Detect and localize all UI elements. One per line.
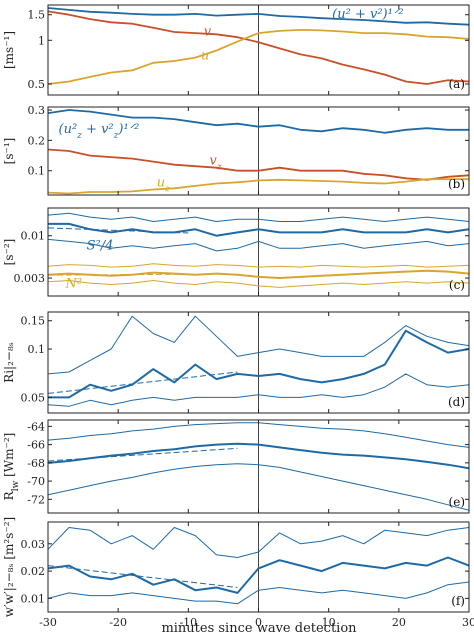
y-axis-label: w′w′|₂−₈ₛ [m²s⁻²] [2, 517, 16, 617]
series-line [48, 263, 469, 268]
panel-label: (e) [449, 495, 465, 509]
series-line [48, 109, 469, 134]
series-line [48, 556, 469, 594]
y-axis-label: [ms⁻¹] [2, 31, 16, 69]
series-annotation: N² [65, 276, 83, 291]
series-line [48, 238, 469, 252]
x-tick-label: 30 [462, 616, 474, 629]
series-line [48, 442, 469, 470]
y-tick-label: 0.2 [28, 134, 46, 147]
y-tick-label: -68 [27, 457, 45, 470]
panel-label: (d) [448, 395, 465, 409]
series-annotation: (u² + v²)¹ᐟ² [332, 7, 403, 22]
series-annotation: S²/4 [87, 238, 114, 253]
y-axis-label: Ri|₂−₈ₛ [2, 342, 16, 383]
panel-e: -72 -70 -68 -66 -64 Rlw [Wm⁻²] (e) [2, 419, 470, 514]
y-tick-label: -66 [27, 439, 45, 452]
panel-label: (a) [448, 77, 465, 91]
panel-a: 0.5 1 1.5 [ms⁻¹] (a) (u² + v²)¹ᐟ² vu [2, 4, 470, 96]
series-line [48, 315, 469, 375]
x-tick-label: -10 [179, 616, 197, 629]
y-tick-label: 0.5 [28, 78, 46, 91]
series-line [48, 581, 469, 605]
y-tick-label: -70 [27, 475, 45, 488]
series-line [48, 10, 469, 85]
y-tick-label: 0.03 [21, 538, 46, 551]
y-tick-label: 0.1 [28, 343, 46, 356]
y-axis-label: [s⁻²] [2, 239, 16, 266]
series-line-trend [48, 227, 189, 234]
y-tick-label: 0.1 [28, 165, 46, 178]
y-tick-label: 0.3 [28, 104, 46, 117]
y-tick-label: 0.01 [21, 230, 46, 243]
series-line [48, 148, 469, 181]
series-line [48, 212, 469, 222]
y-axis-label: [s⁻¹] [2, 138, 16, 165]
series-annotation: uz [157, 176, 170, 195]
series-annotation: (u²z + v²z)¹ᐟ² [59, 122, 140, 141]
y-axis-label: Rlw [Wm⁻²] [2, 433, 21, 501]
panel-f: 0.01 0.02 0.03 -30 -20 -10 0 10 20 30 w′w′|₂−₈ₛ [m… [2, 517, 474, 629]
series-line [48, 222, 469, 237]
series-line [48, 463, 469, 511]
series-line [48, 28, 469, 85]
y-tick-label: 1 [38, 34, 45, 47]
panel-d: 0.05 0.1 0.15 Ri|₂−₈ₛ (d) [2, 311, 470, 414]
panel-label: (c) [449, 278, 465, 292]
series-line-trend [48, 371, 238, 394]
series-line [48, 280, 469, 288]
x-tick-label: 10 [322, 616, 336, 629]
y-tick-label: 0.02 [21, 565, 46, 578]
x-tick-label: 0 [255, 616, 262, 629]
y-tick-label: 0.15 [21, 315, 46, 328]
panel-c: 0.003 0.01 [s⁻²] (c) S²/4 N² [2, 207, 470, 297]
series-annotation: v [204, 24, 212, 39]
series-line-trend [48, 273, 189, 276]
series-line [48, 7, 469, 26]
panel-label: (b) [448, 177, 465, 191]
x-axis-label: minutes since wave detection [161, 621, 357, 636]
y-tick-label: 0.05 [21, 391, 46, 404]
y-tick-label: -72 [27, 493, 45, 506]
panel-b: 0.1 0.2 0.3 [s⁻¹] (b) (u²z + v²z)¹ᐟ² vz uz [2, 104, 470, 196]
y-tick-label: -64 [27, 420, 45, 433]
series-line [48, 269, 469, 279]
panel-label: (f) [451, 594, 465, 608]
y-tick-label: 1.5 [28, 9, 46, 22]
x-tick-label: -20 [109, 616, 127, 629]
series-line [48, 329, 469, 399]
series-annotation: vz [209, 154, 221, 173]
x-tick-label: 20 [392, 616, 406, 629]
series-line [48, 527, 469, 558]
series-line [48, 373, 469, 407]
series-line-trend [48, 565, 238, 588]
series-annotation: u [201, 48, 209, 63]
y-tick-label: 0.01 [21, 592, 46, 605]
y-tick-label: 0.003 [14, 272, 46, 285]
series-line-trend [48, 447, 238, 462]
x-tick-label: -30 [39, 616, 57, 629]
